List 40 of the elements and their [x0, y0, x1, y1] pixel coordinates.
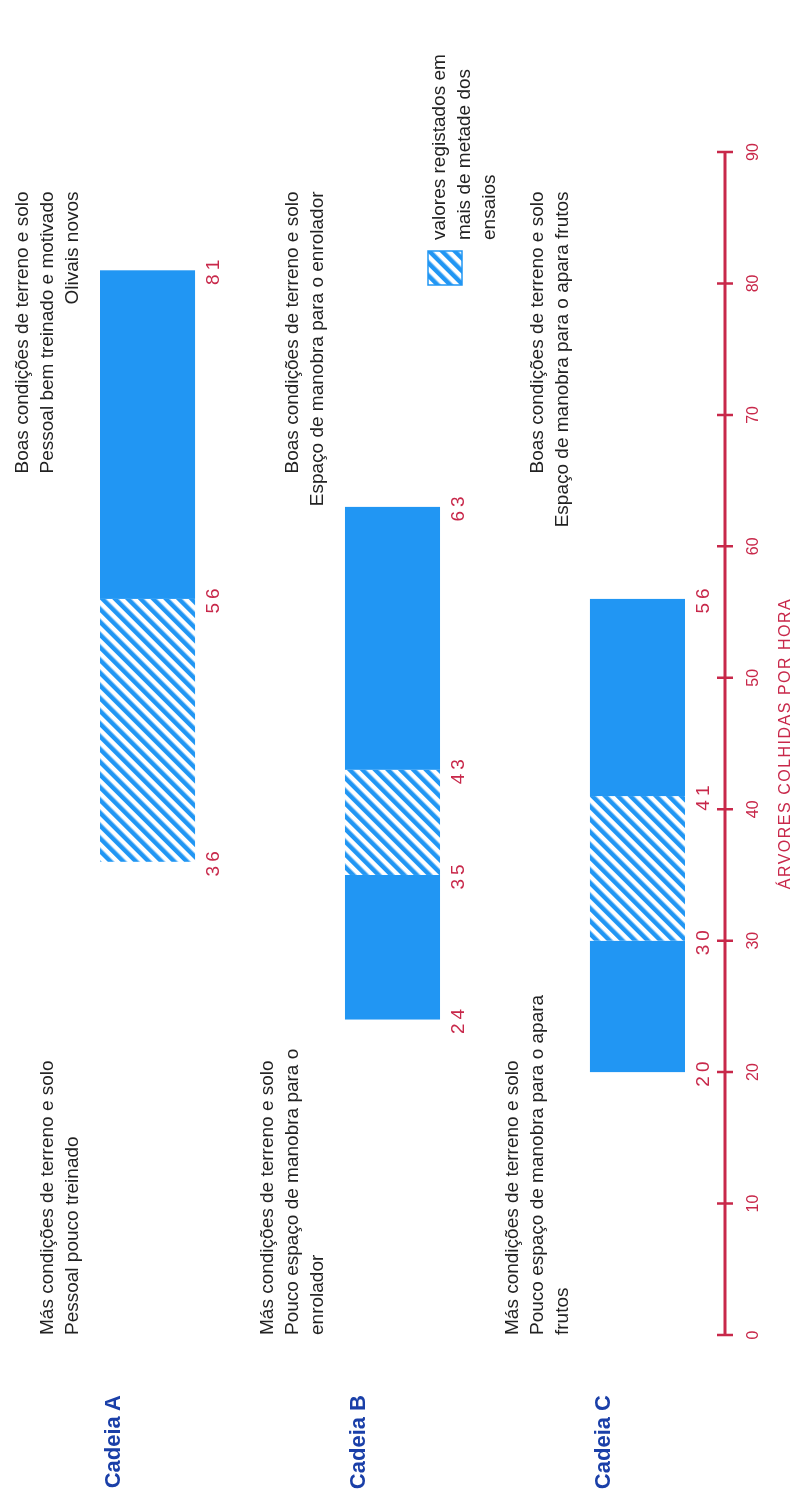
annotation: Boas condições de terreno e solo Espaço de manobra para o apara frutos — [525, 191, 572, 528]
bar — [100, 598, 196, 862]
text: valores registados em mais de metade dos ensaios — [428, 54, 499, 240]
annotation: Boas condições de terreno e solo Espaço de manobra para o enrolador — [280, 190, 327, 507]
bar — [589, 940, 685, 1073]
bar — [344, 506, 441, 770]
y-tick-label: 40 — [744, 800, 761, 819]
annotation: 24 — [447, 1004, 469, 1035]
bar — [100, 270, 196, 599]
annotation: 41 — [692, 781, 713, 811]
x-tick-label: Cadeia C — [589, 1394, 615, 1490]
annotation: 43 — [447, 755, 469, 785]
y-tick-label: 10 — [744, 1194, 761, 1213]
y-tick-label: 50 — [744, 668, 761, 687]
annotation: Boas condições de terreno e solo Pessoal bem treinado e motivado Olivais novos — [11, 191, 82, 474]
x-tick-label: Cadeia B — [344, 1395, 370, 1490]
annotation: 36 — [202, 847, 224, 877]
y-tick-label: 30 — [744, 931, 761, 950]
y-tick-label: 80 — [744, 274, 761, 293]
y-tick-label: 20 — [744, 1063, 761, 1082]
bar — [344, 874, 441, 1020]
annotation: 20 — [692, 1057, 713, 1087]
annotation: 56 — [692, 584, 713, 614]
annotation: Más condições de terreno e solo Pouco espaço de manobra para o apara frutos — [500, 994, 572, 1335]
bar — [589, 598, 685, 797]
y-tick-label: 0 — [744, 1330, 761, 1340]
y-tick-label: 60 — [744, 537, 761, 556]
y-axis-title: ÁRVORES COLHIDAS POR HORA — [775, 597, 793, 890]
y-tick-label: 70 — [744, 405, 761, 424]
annotation: 35 — [447, 860, 469, 890]
bar — [589, 796, 685, 941]
x-tick-label: Cadeia A — [100, 1394, 125, 1489]
bar — [344, 769, 441, 875]
annotation: 81 — [202, 255, 224, 285]
annotation: 63 — [447, 492, 469, 522]
y-tick-label: 90 — [744, 143, 761, 161]
annotation: 56 — [202, 584, 224, 614]
annotation: 30 — [692, 926, 713, 956]
annotation: Más condições de terreno e solo Pouco espaço de manobra para o enrolador — [255, 1048, 327, 1335]
annotation: Más condições de terreno e solo Pessoal pouco treinado — [36, 1060, 82, 1335]
